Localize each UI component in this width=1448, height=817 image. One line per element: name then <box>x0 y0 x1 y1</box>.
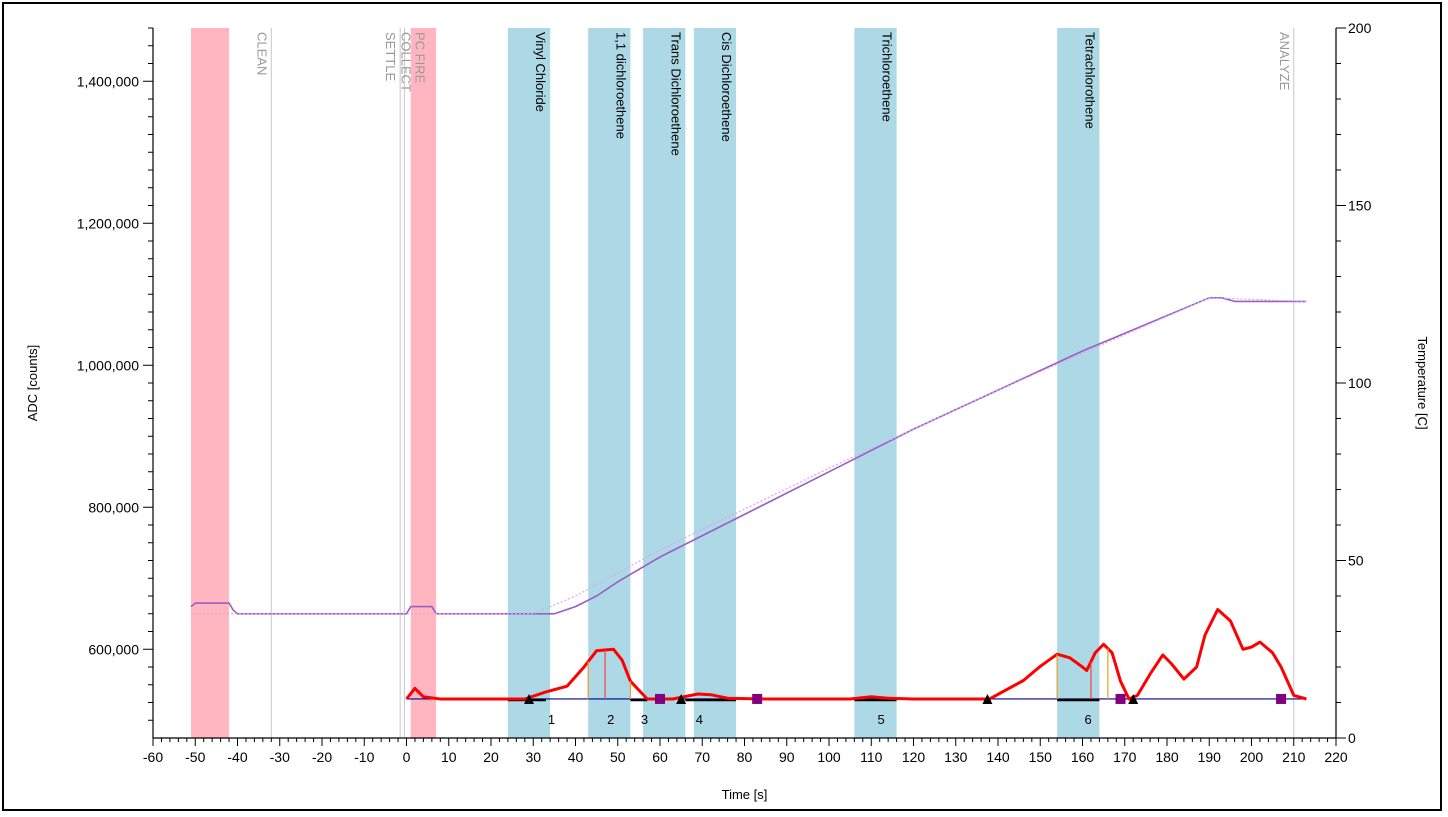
bands-layer: PC FIRE Vinyl Chloride 1,1 dichloroethene T… <box>191 28 1295 738</box>
x-axis-title: Time [s] <box>722 787 768 802</box>
x-tick-label: 120 <box>902 749 926 765</box>
x-tick-label: -20 <box>312 749 332 765</box>
x-tick-label: 140 <box>986 749 1010 765</box>
y-left-tick-label: 1,200,000 <box>77 215 139 231</box>
x-tick-label: 130 <box>944 749 968 765</box>
triangle-marker <box>1128 693 1139 704</box>
x-tick-label: -10 <box>354 749 374 765</box>
x-tick-label: 190 <box>1198 749 1222 765</box>
y-right-tick-label: 150 <box>1348 198 1372 214</box>
series-line <box>191 297 1307 615</box>
x-tick-label: 210 <box>1282 749 1306 765</box>
y-left-tick-label: 1,000,000 <box>77 357 139 373</box>
x-tick-label: 110 <box>860 749 883 765</box>
triangle-marker <box>524 693 535 704</box>
compound-window <box>854 28 897 738</box>
square-marker <box>1115 693 1126 704</box>
y-right-tick-label: 50 <box>1348 553 1364 569</box>
y-right-tick-label: 200 <box>1348 20 1372 36</box>
square-marker <box>655 693 665 704</box>
triangle-marker <box>982 693 993 704</box>
left-y-axis-title: ADC [counts] <box>25 345 40 422</box>
x-tick-label: 160 <box>1071 749 1095 765</box>
event-band <box>191 28 230 738</box>
x-tick-label: 50 <box>610 749 626 765</box>
x-tick-label: 0 <box>403 749 411 765</box>
x-tick-label: 100 <box>817 749 841 765</box>
y-left-tick-label: 1,400,000 <box>77 73 139 89</box>
peak-number: 6 <box>1085 712 1092 727</box>
compound-window <box>643 28 686 738</box>
compound-window-label: Tetrachlorothene <box>1082 32 1097 129</box>
x-tick-label: 70 <box>694 749 710 765</box>
compound-window-label: 1,1 dichloroethene <box>613 32 628 139</box>
series-line <box>190 297 1307 615</box>
x-tick-label: -60 <box>143 749 163 765</box>
compound-window-label: Trichloroethene <box>880 32 895 122</box>
event-band <box>410 28 437 738</box>
y-left-tick-label: 600,000 <box>88 641 139 657</box>
compound-window <box>693 28 737 738</box>
event-line-label: ANALYZE <box>1277 32 1292 91</box>
x-tick-label: 60 <box>652 749 668 765</box>
square-marker <box>1276 693 1287 704</box>
x-tick-label: 180 <box>1155 749 1179 765</box>
right-y-axis-title: Temperature [C] <box>1415 336 1430 429</box>
x-tick-label: 220 <box>1324 749 1348 765</box>
plot-layer: 1 2 3 4 5 6 <box>190 297 1307 727</box>
compound-window-label: Vinyl Chloride <box>533 32 548 112</box>
peak-number: 5 <box>877 712 884 727</box>
peak-number: 3 <box>641 712 648 727</box>
axes-layer: -60 -50 -40 -30 -20 -10 0 10 20 30 40 50 60 70 80 90 100… <box>77 20 1372 765</box>
x-tick-label: 150 <box>1029 749 1053 765</box>
y-right-tick-label: 0 <box>1348 730 1356 746</box>
compound-window-label: Trans Dichloroethene <box>668 32 683 156</box>
x-tick-label: -30 <box>270 749 290 765</box>
event-line-label: SETTLE <box>383 32 398 81</box>
x-tick-label: 200 <box>1240 749 1264 765</box>
x-tick-label: -40 <box>227 749 247 765</box>
compound-window <box>588 28 631 738</box>
event-line-label: COLLECT <box>398 32 413 92</box>
x-tick-label: 90 <box>779 749 795 765</box>
peak-number: 1 <box>548 712 555 727</box>
x-tick-label: 80 <box>737 749 753 765</box>
y-right-tick-label: 100 <box>1348 375 1372 391</box>
event-line-label: CLEAN <box>254 32 269 75</box>
square-marker <box>752 693 763 704</box>
x-tick-label: 30 <box>525 749 541 765</box>
triangle-marker <box>676 693 687 704</box>
peak-number: 2 <box>607 712 614 727</box>
compound-window <box>1057 28 1100 738</box>
x-tick-label: 40 <box>568 749 584 765</box>
x-tick-label: 170 <box>1113 749 1137 765</box>
y-left-tick-label: 800,000 <box>88 499 139 515</box>
compound-window <box>507 28 551 738</box>
event-band-label: PC FIRE <box>413 32 428 84</box>
x-tick-label: -50 <box>185 749 205 765</box>
x-tick-label: 10 <box>441 749 457 765</box>
x-tick-label: 20 <box>483 749 499 765</box>
peak-number: 4 <box>696 712 703 727</box>
compound-window-label: Cis Dichloroethene <box>719 32 734 142</box>
